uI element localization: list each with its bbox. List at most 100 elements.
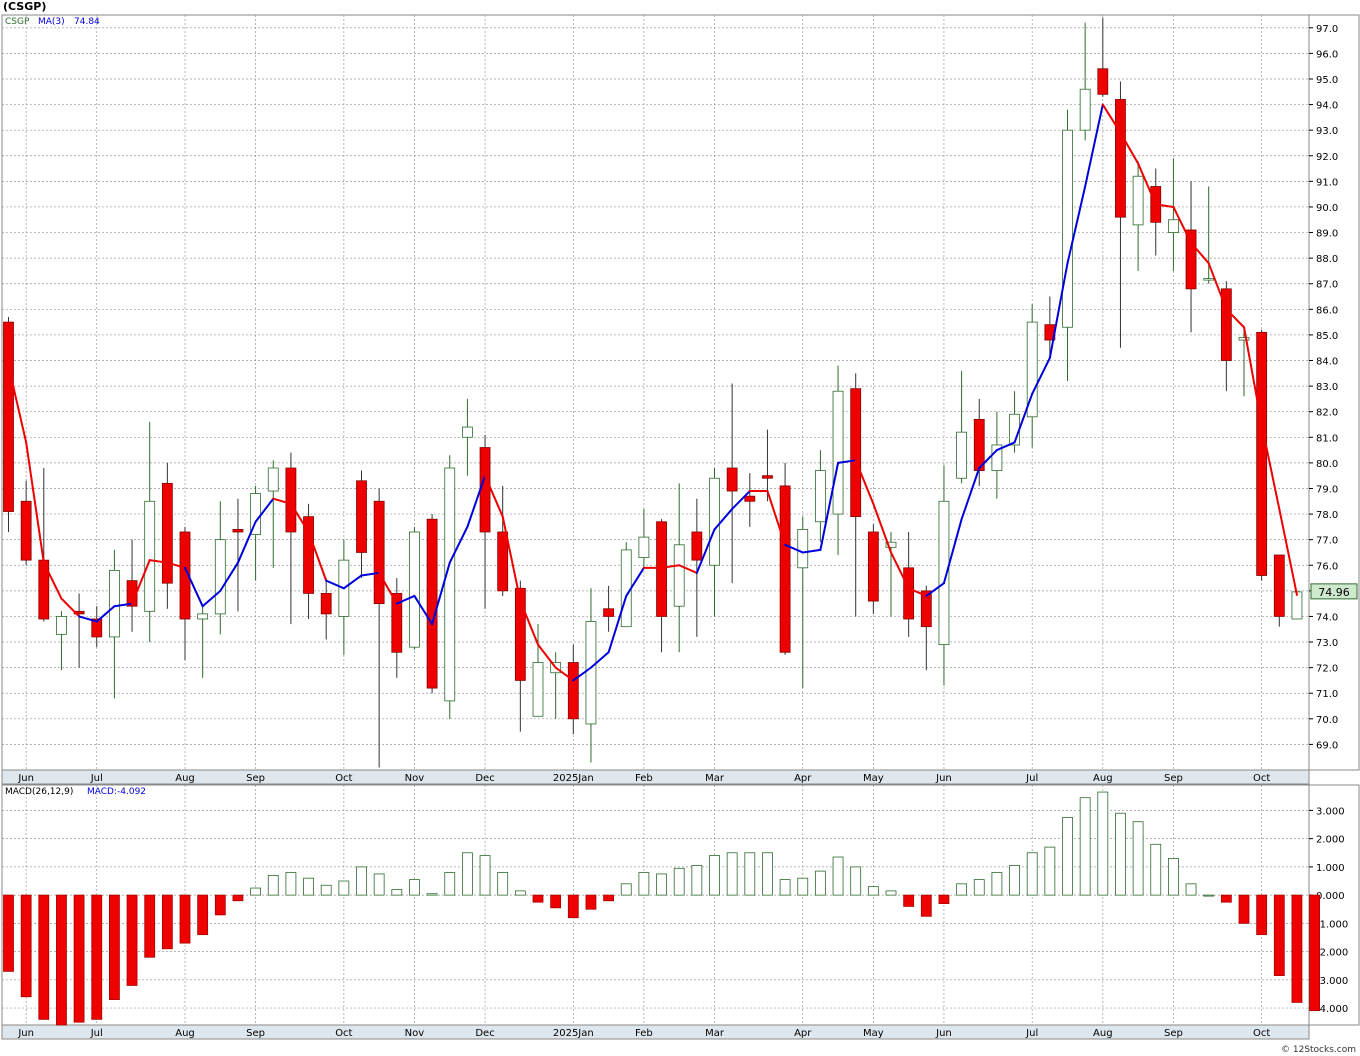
legend-ma-label: MA(3) (38, 17, 65, 27)
ma-segment (1225, 308, 1245, 329)
legend-ma-value: 74.84 (74, 17, 100, 27)
price-x-tick-label: Jun (17, 773, 34, 784)
candle (709, 468, 720, 617)
candle (20, 480, 32, 566)
price-x-tick-label: Nov (405, 773, 425, 784)
ma-segment (448, 525, 469, 564)
macd-bar (38, 894, 50, 1020)
candle-body (744, 495, 756, 502)
candle (109, 549, 120, 699)
candle-body (426, 518, 438, 689)
macd-x-tick-label: Oct (335, 1028, 352, 1039)
price-x-tick-label: Dec (475, 773, 494, 784)
ma-segment (95, 605, 116, 623)
candle-body (144, 500, 156, 612)
price-y-tick-label: 78.0 (1316, 510, 1338, 521)
price-y-tick-label: 87.0 (1316, 280, 1338, 291)
price-panel (1, 14, 1310, 771)
macd-bar (620, 883, 632, 896)
candle-body (1256, 331, 1268, 576)
ma-segment (572, 666, 592, 682)
ma-segment (784, 543, 804, 554)
macd-bar (638, 872, 650, 896)
macd-bar (991, 872, 1003, 896)
price-x-tick-label: Sep (1164, 773, 1183, 784)
candle-body (1062, 129, 1073, 328)
ma-segment (660, 564, 681, 569)
candle-body (1238, 337, 1250, 341)
candle (1256, 329, 1268, 581)
price-y-tick-label: 77.0 (1316, 536, 1338, 547)
candle-body (567, 662, 579, 720)
ma-segment (695, 528, 716, 574)
macd-bar (585, 894, 597, 910)
ma-segment (184, 566, 204, 608)
candle (620, 542, 632, 628)
ma-segment (1278, 507, 1298, 596)
macd-bar (179, 894, 191, 944)
candle (1062, 109, 1073, 381)
macd-x-tick-label: Nov (405, 1028, 425, 1039)
price-y-tick-label: 94.0 (1316, 101, 1338, 112)
candle (1026, 304, 1038, 448)
macd-bar (815, 870, 826, 896)
candle (161, 462, 173, 609)
candle (744, 473, 756, 527)
ma-segment (1048, 262, 1069, 359)
candle (532, 624, 544, 717)
candle (514, 580, 526, 732)
price-x-tick-label: Mar (705, 773, 725, 784)
ma-segment (890, 551, 910, 590)
macd-y-tick-label: -1.000 (1316, 919, 1348, 930)
macd-x-tick-label: May (863, 1028, 884, 1039)
ma-segment (1119, 131, 1140, 165)
candle-body (709, 477, 720, 566)
candle (409, 526, 420, 650)
candle (197, 606, 209, 678)
ma-segment (837, 459, 857, 464)
ma-segment (607, 594, 628, 654)
macd-bar (479, 855, 491, 896)
candle-body (903, 567, 915, 620)
price-y-tick-label: 70.0 (1316, 715, 1338, 726)
price-x-tick-label: Aug (175, 773, 195, 784)
macd-bar (1220, 894, 1232, 903)
macd-bar (832, 856, 844, 896)
candle-body (479, 447, 491, 533)
candle-body (161, 482, 173, 584)
macd-y-tick-label: -4.000 (1316, 1004, 1348, 1015)
price-y-tick-label: 79.0 (1316, 484, 1338, 495)
ma-segment (42, 561, 63, 600)
ma-segment (236, 520, 257, 564)
macd-bar (1044, 846, 1056, 896)
candle-body (497, 531, 509, 592)
macd-bar (762, 852, 773, 896)
price-y-tick-label: 81.0 (1316, 433, 1338, 444)
chart-root: 69.070.071.072.073.074.075.076.077.078.0… (1, 14, 1360, 1040)
candle-body (691, 531, 703, 561)
candle-body (726, 467, 738, 492)
macd-y-tick-label: -2.000 (1316, 948, 1348, 959)
candle-body (1026, 321, 1038, 418)
candle (726, 383, 738, 584)
candle (673, 483, 685, 653)
candle (638, 508, 650, 568)
macd-bar (1238, 894, 1250, 924)
macd-x-tick-label: Oct (1253, 1028, 1270, 1039)
macd-bar (1256, 894, 1268, 936)
macd-bar (1115, 812, 1126, 896)
candle (832, 365, 844, 556)
ma-segment (554, 666, 575, 682)
candle-body (1115, 99, 1126, 218)
candle-body (232, 529, 244, 533)
price-y-tick-label: 95.0 (1316, 75, 1338, 86)
candle-body (973, 418, 985, 471)
candle-body (1079, 88, 1091, 131)
candle-body (832, 390, 844, 515)
price-y-tick-label: 84.0 (1316, 357, 1338, 368)
ma-segment (7, 364, 28, 444)
candle (991, 411, 1003, 499)
candle (461, 398, 473, 476)
candle (356, 470, 367, 579)
price-y-tick-label: 91.0 (1316, 177, 1338, 188)
